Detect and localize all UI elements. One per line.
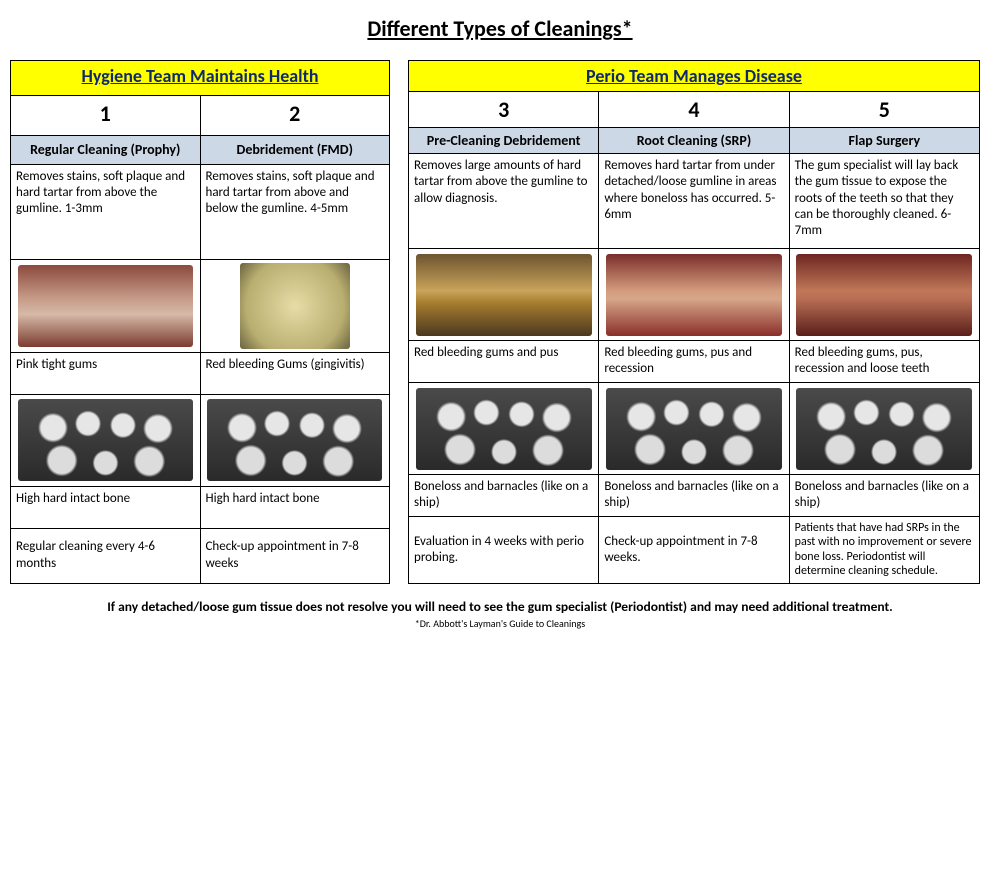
bone-condition-cell: Boneloss and barnacles (like on a ship) bbox=[599, 475, 789, 517]
clinical-image-cell bbox=[200, 259, 390, 352]
xray-image-cell bbox=[200, 394, 390, 486]
clinical-image-cell bbox=[789, 249, 979, 341]
clinical-photo-icon bbox=[18, 265, 193, 347]
perio-table: Perio Team Manages Disease 3 4 5 Pre-Cle… bbox=[408, 60, 980, 584]
xray-photo-icon bbox=[18, 399, 193, 481]
xray-photo-icon bbox=[796, 388, 972, 470]
frequency-cell: Regular cleaning every 4-6 months bbox=[11, 528, 201, 583]
clinical-photo-icon bbox=[240, 263, 350, 349]
col-name: Debridement (FMD) bbox=[200, 135, 390, 164]
frequency-cell: Evaluation in 4 weeks with perio probing… bbox=[409, 517, 599, 584]
col-name: Pre-Cleaning Debridement bbox=[409, 128, 599, 154]
bone-condition-cell: High hard intact bone bbox=[11, 486, 201, 528]
col-name: Flap Surgery bbox=[789, 128, 979, 154]
bone-condition-cell: Boneloss and barnacles (like on a ship) bbox=[789, 475, 979, 517]
bone-condition-cell: High hard intact bone bbox=[200, 486, 390, 528]
xray-image-cell bbox=[599, 383, 789, 475]
gum-condition-cell: Red bleeding gums and pus bbox=[409, 341, 599, 383]
perio-team-header: Perio Team Manages Disease bbox=[409, 61, 980, 92]
description-cell: Removes hard tartar from under detached/… bbox=[599, 154, 789, 249]
col-number: 2 bbox=[200, 95, 390, 135]
description-cell: Removes stains, soft plaque and hard tar… bbox=[11, 164, 201, 259]
gum-condition-cell: Red bleeding gums, pus, recession and lo… bbox=[789, 341, 979, 383]
bone-condition-cell: Boneloss and barnacles (like on a ship) bbox=[409, 475, 599, 517]
frequency-cell: Check-up appointment in 7-8 weeks bbox=[200, 528, 390, 583]
clinical-photo-icon bbox=[796, 254, 972, 336]
gum-condition-cell: Red bleeding gums, pus and recession bbox=[599, 341, 789, 383]
col-number: 5 bbox=[789, 92, 979, 128]
xray-photo-icon bbox=[606, 388, 782, 470]
hygiene-team-header: Hygiene Team Maintains Health bbox=[11, 61, 390, 96]
xray-image-cell bbox=[409, 383, 599, 475]
xray-photo-icon bbox=[207, 399, 382, 481]
col-name: Root Cleaning (SRP) bbox=[599, 128, 789, 154]
clinical-image-cell bbox=[409, 249, 599, 341]
clinical-image-cell bbox=[599, 249, 789, 341]
clinical-photo-icon bbox=[606, 254, 782, 336]
frequency-cell: Patients that have had SRPs in the past … bbox=[789, 517, 979, 584]
col-name: Regular Cleaning (Prophy) bbox=[11, 135, 201, 164]
frequency-cell: Check-up appointment in 7-8 weeks. bbox=[599, 517, 789, 584]
footnote-main: If any detached/loose gum tissue does no… bbox=[10, 598, 990, 615]
col-number: 4 bbox=[599, 92, 789, 128]
gum-condition-cell: Pink tight gums bbox=[11, 352, 201, 394]
clinical-image-cell bbox=[11, 259, 201, 352]
col-number: 1 bbox=[11, 95, 201, 135]
xray-photo-icon bbox=[416, 388, 592, 470]
description-cell: The gum specialist will lay back the gum… bbox=[789, 154, 979, 249]
xray-image-cell bbox=[789, 383, 979, 475]
xray-image-cell bbox=[11, 394, 201, 486]
description-cell: Removes large amounts of hard tartar fro… bbox=[409, 154, 599, 249]
gum-condition-cell: Red bleeding Gums (gingivitis) bbox=[200, 352, 390, 394]
page-title: Different Types of Cleanings* bbox=[10, 15, 990, 42]
clinical-photo-icon bbox=[416, 254, 592, 336]
col-number: 3 bbox=[409, 92, 599, 128]
description-cell: Removes stains, soft plaque and hard tar… bbox=[200, 164, 390, 259]
tables-container: Hygiene Team Maintains Health 1 2 Regula… bbox=[10, 60, 990, 584]
footnote-sub: *Dr. Abbott's Layman's Guide to Cleaning… bbox=[10, 617, 990, 630]
hygiene-table: Hygiene Team Maintains Health 1 2 Regula… bbox=[10, 60, 390, 584]
